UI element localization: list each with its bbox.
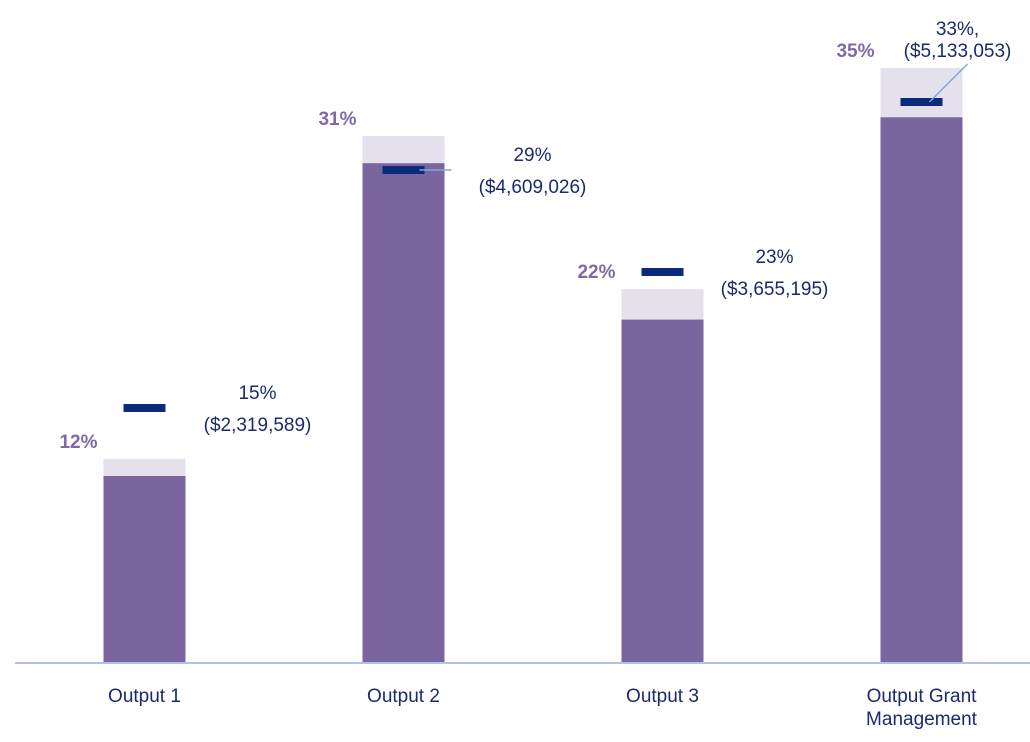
target-label: ($4,609,026)	[479, 177, 587, 198]
bar	[880, 117, 963, 664]
leader-line	[928, 63, 969, 103]
bar	[103, 476, 186, 663]
value-label: 35%	[836, 41, 874, 62]
target-label: ($3,655,195)	[721, 279, 829, 300]
x-tick-label: Output 1	[108, 686, 181, 707]
target-marker	[641, 268, 684, 276]
target-marker	[382, 166, 425, 174]
value-label: 12%	[59, 432, 97, 453]
target-marker	[900, 98, 943, 106]
target-label: 33%,	[936, 19, 979, 40]
value-label: 31%	[318, 109, 356, 130]
x-tick-label: Output 2	[367, 686, 440, 707]
x-tick-label: Output 3	[626, 686, 699, 707]
target-label: ($2,319,589)	[204, 415, 312, 436]
x-tick-label: Output Grant Management	[866, 686, 977, 730]
target-label: 15%	[238, 383, 276, 404]
bar	[362, 163, 445, 663]
value-label: 22%	[577, 262, 615, 283]
target-marker	[123, 404, 166, 412]
target-label: ($5,133,053)	[904, 41, 1012, 62]
target-label: 29%	[513, 145, 551, 166]
bar	[621, 319, 704, 663]
target-label: 23%	[755, 247, 793, 268]
